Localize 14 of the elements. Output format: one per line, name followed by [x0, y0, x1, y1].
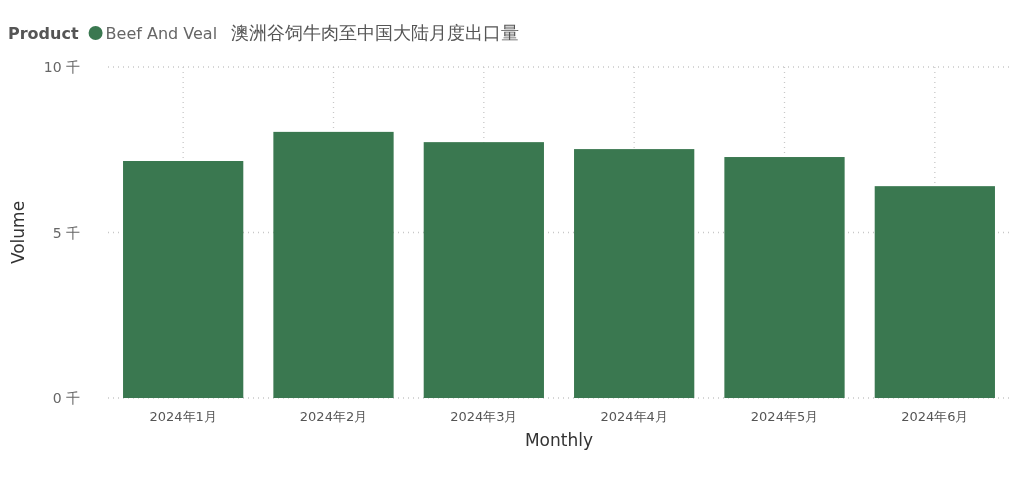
- x-tick-label: 2024年5月: [750, 409, 819, 424]
- legend-label: Beef And Veal: [105, 24, 218, 43]
- x-tick-label: 2024年4月: [600, 409, 668, 424]
- x-tick-label: 2024年2月: [299, 409, 368, 424]
- y-tick-label: 10 千: [43, 59, 80, 75]
- x-axis-title: Monthly: [524, 430, 594, 450]
- y-tick-label: 0 千: [52, 390, 80, 406]
- y-tick-label: 5 千: [52, 224, 80, 241]
- chart-title: 澳洲谷饲牛肉至中国大陆月度出口量: [231, 22, 520, 43]
- x-tick-label: 2024年3月: [450, 409, 518, 424]
- legend-title: Product: [8, 24, 79, 43]
- x-tick-label: 2024年6月: [901, 409, 969, 424]
- x-tick-label: 2024年1月: [149, 409, 217, 424]
- y-axis-title: Volume: [8, 200, 28, 265]
